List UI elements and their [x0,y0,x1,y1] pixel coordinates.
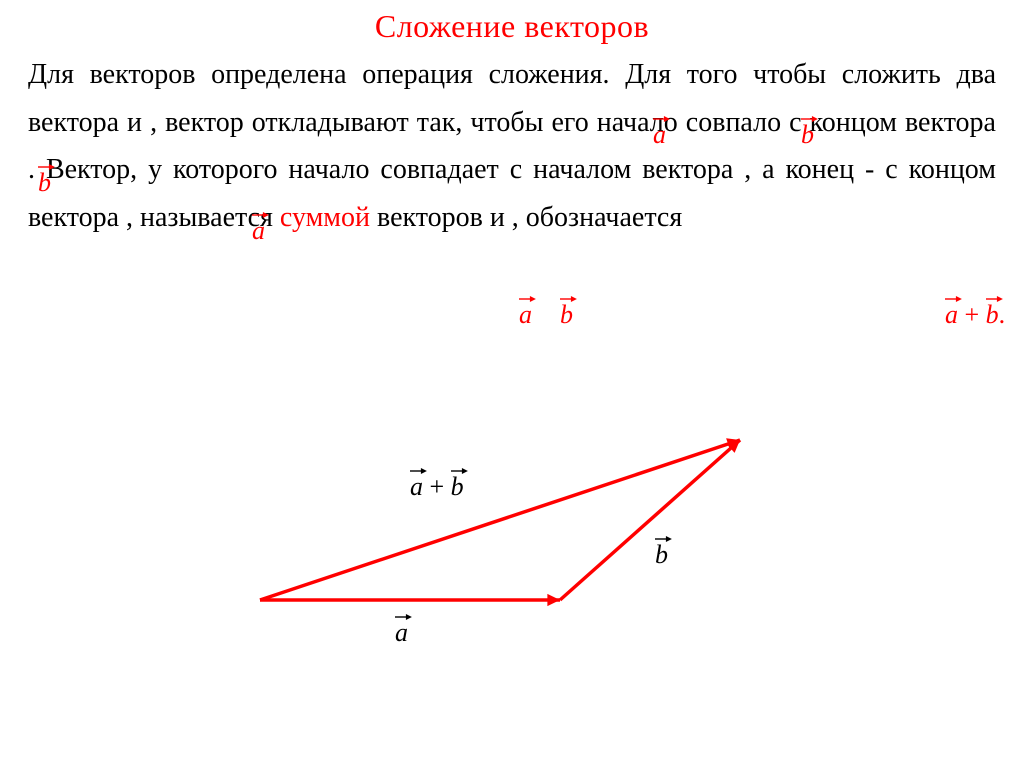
page-title: Сложение векторов [0,0,1024,45]
inline-vector-label: a [519,300,532,330]
paragraph-text-2: векторов и , обозначается [377,202,682,233]
inline-vector-label: a [252,216,265,246]
vector-diagram: a b a + b [200,400,800,660]
diagram-label-a: a [395,618,408,648]
inline-vector-label: a + b. [945,300,1005,330]
inline-vector-label: b [560,300,573,330]
diagram-label-sum: a + b [410,472,464,502]
diagram-label-b: b [655,540,668,570]
inline-vector-label: b [801,120,814,150]
inline-vector-label: b [38,168,51,198]
inline-vector-label: a [653,120,666,150]
diagram-svg [200,400,800,660]
red-word-sum: суммой [280,202,370,233]
body-paragraph: Для векторов определена операция сложени… [0,45,1024,241]
